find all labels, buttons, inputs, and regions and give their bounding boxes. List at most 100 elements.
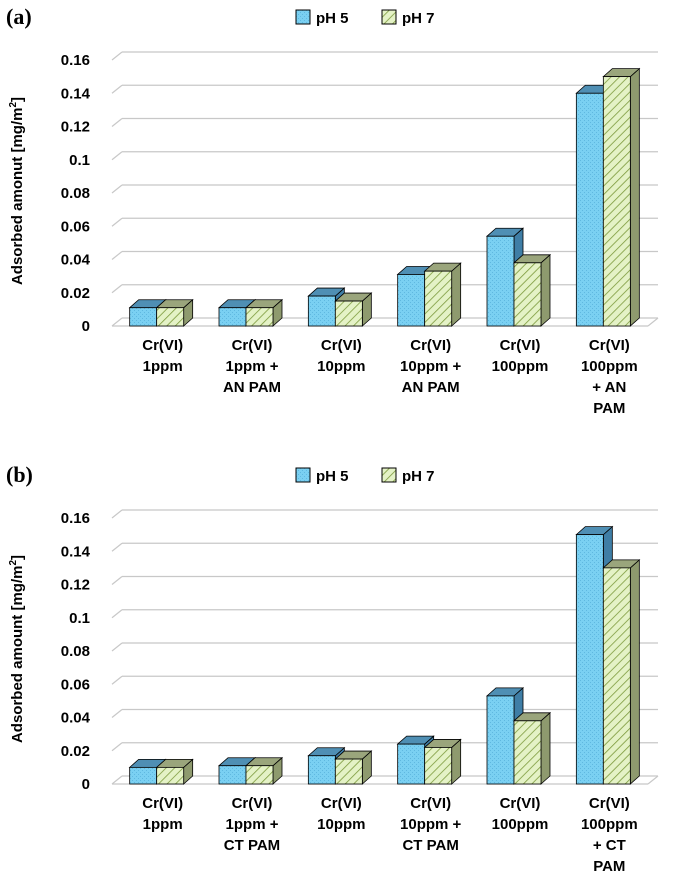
x-tick-label-line: 100ppm (492, 358, 549, 375)
x-tick-label-line: Cr(VI) (410, 337, 451, 354)
bar-ph7 (244, 756, 284, 785)
y-tick-labels: 0 0.02 0.04 0.06 0.08 0.1 0.12 0.14 0.16 (61, 52, 91, 335)
x-tick-label: Cr(VI) 10ppm + CT PAM (400, 795, 462, 854)
bar-front-face (602, 567, 631, 785)
gridline-side (111, 284, 123, 294)
floor-edge-side (647, 775, 659, 785)
legend-swatch-ph7 (381, 467, 397, 483)
floor-edge-side (647, 317, 659, 327)
y-axis-label: Adsorbed amonut [mg/m2] (8, 97, 26, 285)
bar-front-face (486, 235, 515, 327)
y-axis-label-main: Adsorbed amount [mg/m (9, 566, 26, 744)
bar-ph7 (512, 711, 552, 785)
chart-panel-a: (a) pH 5 pH 700.020.040.060.080.10.120.140… (6, 4, 659, 417)
bar-front-face (575, 534, 604, 785)
bar-side-face (540, 253, 551, 327)
bar-ph7 (423, 262, 462, 327)
y-tick-label: 0.14 (61, 543, 91, 560)
bar-front-face (424, 270, 453, 327)
y-tick-label: 0.12 (61, 119, 90, 136)
x-tick-label-line: Cr(VI) (232, 795, 273, 812)
bar-front-face (602, 76, 631, 327)
bar-side-face (629, 67, 640, 327)
x-tick-label-line: AN PAM (223, 379, 281, 396)
y-tick-label: 0.06 (61, 676, 90, 693)
bar-side-face (629, 558, 640, 785)
gridline-side (111, 609, 123, 619)
bar-front-face (575, 92, 604, 327)
y-tick-label: 0.16 (61, 510, 90, 527)
x-tick-label: Cr(VI) 10ppm (317, 337, 365, 375)
bar-ph5 (485, 227, 525, 327)
bar-front-face (129, 307, 158, 327)
y-axis-label-main: Adsorbed amonut [mg/m (9, 108, 26, 286)
y-tick-label: 0 (82, 318, 90, 335)
x-tick-label: Cr(VI) 1ppm + CT PAM (224, 795, 280, 854)
bar-front-face (334, 758, 363, 785)
chart-panel-b: (b) pH 5 pH 700.020.040.060.080.10.120.140… (6, 462, 659, 875)
bar-ph7 (602, 67, 641, 327)
bar-ph7 (602, 558, 641, 785)
gridline-side (111, 576, 123, 585)
bar-front-face (397, 743, 426, 785)
x-tick-label-line: + CT (593, 837, 626, 854)
y-tick-labels: 0 0.02 0.04 0.06 0.08 0.1 0.12 0.14 0.16 (61, 510, 91, 793)
x-tick-label-line: CT PAM (224, 837, 280, 854)
panel-label: (b) (6, 462, 33, 487)
x-tick-label-line: PAM (593, 858, 625, 875)
gridline-side (111, 675, 123, 685)
x-tick-label: Cr(VI) 100ppm (492, 795, 549, 833)
x-tick-label-line: Cr(VI) (321, 795, 362, 812)
x-tick-label-line: 1ppm + (226, 358, 279, 375)
gridline-side (111, 775, 123, 785)
y-axis-label-end: ] (9, 555, 26, 560)
x-tick-label-line: Cr(VI) (321, 337, 362, 354)
y-tick-label: 0.04 (61, 252, 91, 269)
bar-front-face (156, 766, 185, 785)
legend: pH 5 pH 7 (295, 467, 435, 485)
gridlines (111, 51, 659, 327)
bar-ph7 (155, 298, 194, 327)
bar-front-face (218, 765, 247, 785)
x-tick-label-line: 1ppm + (226, 816, 279, 833)
gridline-side (111, 509, 123, 519)
legend-swatch-ph7 (381, 9, 397, 25)
x-tick-label: Cr(VI) 1ppm (142, 337, 183, 375)
gridline-side (111, 542, 123, 552)
bar-ph7 (512, 253, 552, 327)
x-tick-label-line: CT PAM (402, 837, 458, 854)
x-tick-label-line: 1ppm (143, 358, 183, 375)
y-axis-label-sup: 2 (8, 102, 19, 108)
x-tick-label-line: Cr(VI) (142, 795, 183, 812)
x-tick-label-line: 10ppm + (400, 358, 462, 375)
x-tick-label-line: AN PAM (402, 379, 460, 396)
bar-front-face (334, 300, 363, 327)
x-tick-label-line: 10ppm (317, 816, 365, 833)
y-tick-label: 0.08 (61, 643, 90, 660)
legend-label-ph5: pH 5 (316, 10, 349, 27)
y-tick-label: 0 (82, 776, 90, 793)
x-tick-label: Cr(VI) 10ppm + AN PAM (400, 337, 462, 396)
x-tick-label-line: PAM (593, 400, 625, 417)
gridline-side (111, 217, 123, 227)
legend-swatch-ph5 (295, 467, 311, 483)
bar-front-face (424, 747, 453, 785)
y-tick-label: 0.1 (69, 152, 90, 169)
x-tick-label: Cr(VI) 100ppm + CT PAM (581, 795, 638, 875)
y-tick-label: 0.06 (61, 218, 90, 235)
y-tick-label: 0.12 (61, 577, 90, 594)
x-tick-label: Cr(VI) 10ppm (317, 795, 365, 833)
x-tick-label-line: 100ppm (581, 816, 638, 833)
x-tick-label-line: Cr(VI) (500, 337, 541, 354)
gridline-side (111, 151, 123, 161)
bars (128, 67, 641, 327)
bar-side-face (540, 711, 551, 785)
y-tick-label: 0.08 (61, 185, 90, 202)
legend-label-ph5: pH 5 (316, 468, 349, 485)
y-tick-label: 0.02 (61, 743, 90, 760)
x-tick-label-line: 100ppm (581, 358, 638, 375)
